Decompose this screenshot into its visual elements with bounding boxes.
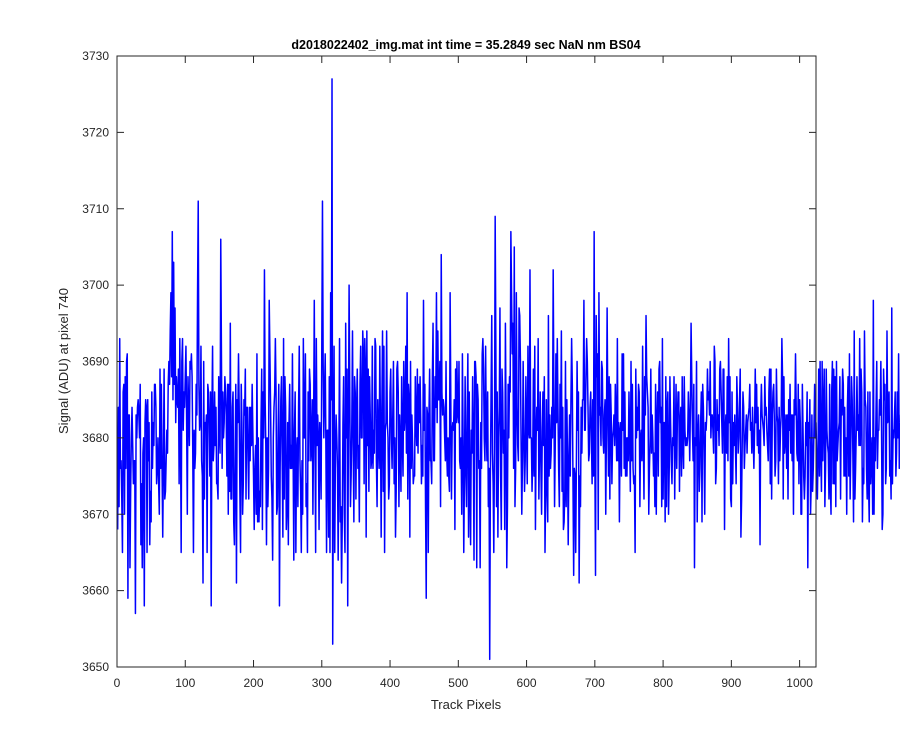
- y-tick-label-7: 3720: [82, 125, 109, 139]
- x-tick-label-5: 500: [448, 676, 468, 690]
- x-tick-label-8: 800: [653, 676, 673, 690]
- y-tick-label-4: 3690: [82, 355, 109, 369]
- y-tick-label-2: 3670: [82, 507, 109, 521]
- x-tick-label-2: 200: [244, 676, 264, 690]
- series-line-1: [116, 78, 900, 661]
- x-tick-label-1: 100: [175, 676, 195, 690]
- x-axis: 0 100 200 300 400 500 600 700 800 900 1000: [114, 56, 813, 690]
- y-tick-label-5: 3700: [82, 278, 109, 292]
- chart-title: d2018022402_img.mat int time = 35.2849 s…: [291, 38, 640, 52]
- x-tick-label-3: 300: [312, 676, 332, 690]
- y-tick-label-6: 3710: [82, 202, 109, 216]
- plot-area-background: [117, 56, 816, 667]
- y-axis: 3650 3660 3670 3680 3690 3700 3710 3720 3730: [82, 49, 816, 674]
- y-tick-label-8: 3730: [82, 49, 109, 63]
- x-tick-label-10: 1000: [786, 676, 813, 690]
- y-tick-label-0: 3650: [82, 660, 109, 674]
- x-axis-label: Track Pixels: [431, 697, 502, 712]
- y-tick-label-3: 3680: [82, 431, 109, 445]
- series-layer: [116, 78, 900, 661]
- x-tick-label-6: 600: [517, 676, 537, 690]
- y-tick-label-1: 3660: [82, 584, 109, 598]
- y-axis-label: Signal (ADU) at pixel 740: [56, 288, 71, 434]
- x-tick-label-7: 700: [585, 676, 605, 690]
- x-tick-label-4: 400: [380, 676, 400, 690]
- x-tick-label-9: 900: [721, 676, 741, 690]
- x-tick-label-0: 0: [114, 676, 121, 690]
